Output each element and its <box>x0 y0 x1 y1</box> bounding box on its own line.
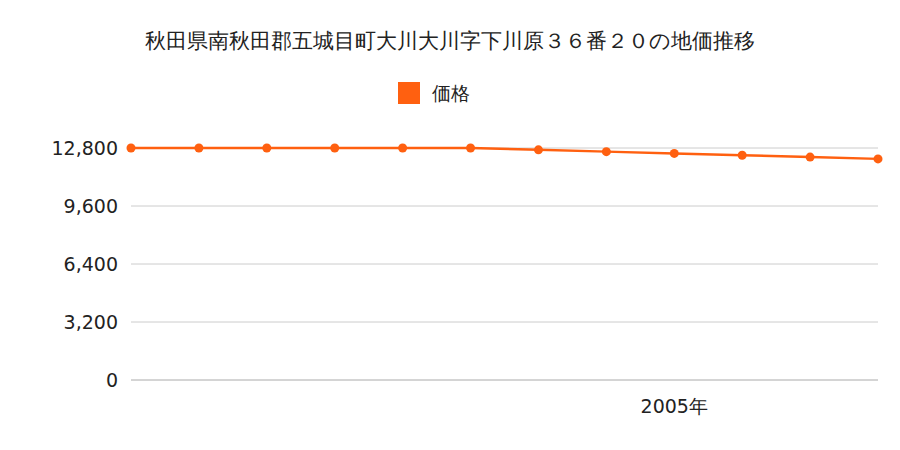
grid-line <box>131 206 878 207</box>
marker <box>127 144 136 153</box>
marker <box>398 144 407 153</box>
x-tick-label: 2005年 <box>641 395 708 417</box>
line <box>131 148 878 159</box>
y-tick-label: 9,600 <box>64 195 118 217</box>
marker <box>602 147 611 156</box>
marker <box>330 144 339 153</box>
grid-line <box>131 380 878 381</box>
plot-area <box>127 144 883 164</box>
marker <box>806 153 815 162</box>
marker <box>874 154 883 163</box>
marker <box>194 144 203 153</box>
chart: 秋田県南秋田郡五城目町大川大川字下川原３６番２０の地価推移 0 3,200 6,400… <box>0 0 900 450</box>
title: 秋田県南秋田郡五城目町大川大川字下川原３６番２０の地価推移 <box>145 29 755 53</box>
y-tick-label: 3,200 <box>64 311 118 333</box>
legend-label: 価格 <box>432 82 470 104</box>
marker <box>466 144 475 153</box>
marker <box>262 144 271 153</box>
y-tick-label: 12,800 <box>52 137 118 159</box>
y-tick-label: 6,400 <box>64 253 118 275</box>
grid-line <box>131 322 878 323</box>
grid-line <box>131 264 878 265</box>
marker <box>670 149 679 158</box>
legend-swatch <box>398 82 420 104</box>
marker <box>534 145 543 154</box>
marker <box>738 151 747 160</box>
y-tick-label: 0 <box>106 369 118 391</box>
